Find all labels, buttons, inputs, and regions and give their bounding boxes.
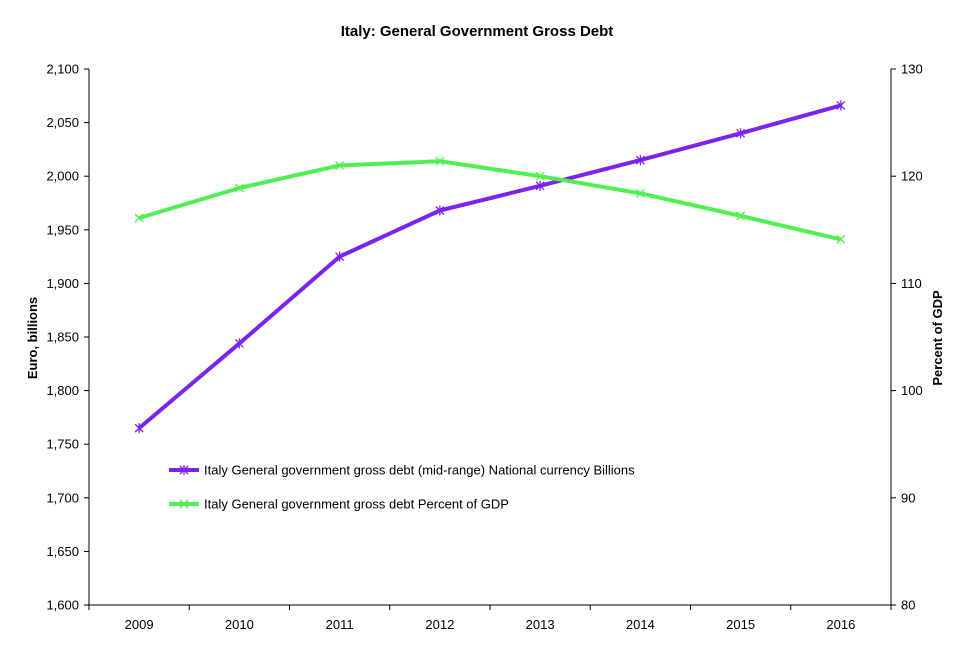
y-right-tick-label: 100: [901, 383, 923, 398]
marker-stroke: [635, 188, 645, 198]
y-axis-left-title: Euro, billions: [25, 297, 40, 379]
y-left-tick-label: 1,800: [46, 383, 79, 398]
series-2-point: [335, 161, 345, 170]
y-right-tick-label: 80: [901, 598, 915, 613]
marker-stroke: [836, 234, 846, 244]
x-tick-label: 2014: [626, 617, 655, 632]
marker-stroke: [335, 161, 345, 170]
legend-item-2: Italy General government gross debt Perc…: [169, 497, 509, 512]
x-tick-label: 2010: [225, 617, 254, 632]
series-1-point: [134, 423, 144, 434]
y-left-tick-label: 1,650: [46, 544, 79, 559]
legend-swatch-marker: [179, 499, 189, 509]
series-1-point: [335, 251, 345, 262]
series-2-point: [635, 188, 645, 198]
y-left-tick-label: 1,750: [46, 437, 79, 452]
series-2-point: [435, 156, 445, 166]
legend-swatch-marker: [179, 465, 189, 475]
series-1-point: [535, 180, 545, 191]
x-tick-label: 2011: [326, 617, 354, 632]
series-1-point: [836, 100, 846, 111]
series-2-point: [134, 213, 144, 223]
y-left-tick-label: 1,900: [46, 276, 79, 291]
series-line-1: [137, 103, 842, 430]
x-tick-label: 2013: [526, 617, 555, 632]
legend-label: Italy General government gross debt (mid…: [204, 463, 635, 478]
y-left-tick-label: 2,000: [46, 169, 79, 184]
legend-label: Italy General government gross debt Perc…: [204, 497, 509, 512]
x-tick-label: 2009: [125, 617, 154, 632]
series-2-point: [836, 234, 846, 244]
x-tick-label: 2012: [425, 617, 454, 632]
series-line-2: [138, 159, 842, 242]
marker-stroke: [535, 171, 545, 181]
y-left-tick-label: 2,050: [46, 115, 79, 130]
legend-item-1: Italy General government gross debt (mid…: [169, 463, 635, 478]
series-1-point: [635, 155, 645, 166]
series-2-point: [736, 211, 746, 221]
y-left-tick-label: 2,100: [46, 62, 79, 77]
y-right-tick-label: 120: [901, 169, 923, 184]
marker-stroke: [134, 213, 144, 223]
y-right-tick-label: 110: [901, 276, 922, 291]
series-2-point: [535, 171, 545, 181]
y-left-tick-label: 1,600: [46, 598, 79, 613]
y-right-tick-label: 130: [901, 62, 923, 77]
chart-title: Italy: General Government Gross Debt: [341, 23, 614, 40]
series-1-point: [435, 205, 445, 216]
y-left-tick-label: 1,850: [46, 330, 79, 345]
marker-stroke: [736, 211, 746, 221]
marker-stroke: [179, 499, 189, 509]
marker-stroke: [435, 156, 445, 166]
y-axis-right-title: Percent of GDP: [930, 290, 945, 386]
series-1-point: [234, 338, 244, 349]
x-tick-label: 2015: [726, 617, 755, 632]
y-left-tick-label: 1,950: [46, 222, 79, 237]
x-tick-label: 2016: [826, 617, 855, 632]
marker-stroke: [234, 183, 244, 193]
series-1-point: [736, 128, 746, 139]
y-left-tick-label: 1,700: [46, 490, 79, 505]
y-right-tick-label: 90: [901, 490, 915, 505]
series-2-point: [234, 183, 244, 193]
